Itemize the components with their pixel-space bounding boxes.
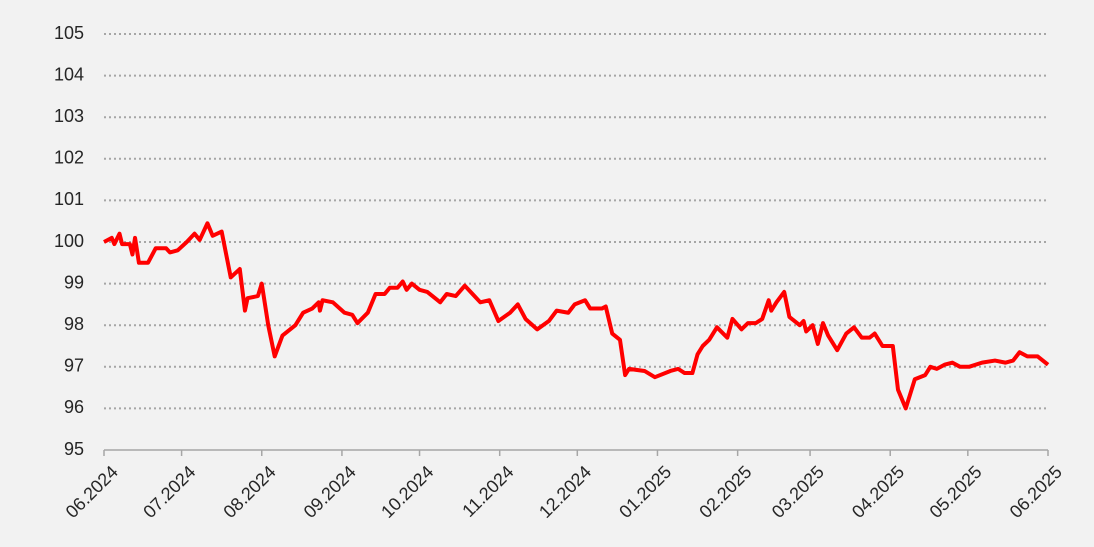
y-tick-label: 101: [54, 189, 84, 209]
y-tick-label: 97: [64, 356, 84, 376]
data-line: [103, 221, 1050, 411]
y-tick-label: 100: [54, 231, 84, 251]
y-tick-label: 95: [64, 439, 84, 459]
y-tick-label: 104: [54, 64, 84, 84]
y-tick-label: 103: [54, 106, 84, 126]
y-tick-label: 105: [54, 23, 84, 43]
y-tick-label: 102: [54, 148, 84, 168]
y-tick-label: 96: [64, 397, 84, 417]
y-tick-label: 98: [64, 314, 84, 334]
y-tick-label: 99: [64, 272, 84, 292]
